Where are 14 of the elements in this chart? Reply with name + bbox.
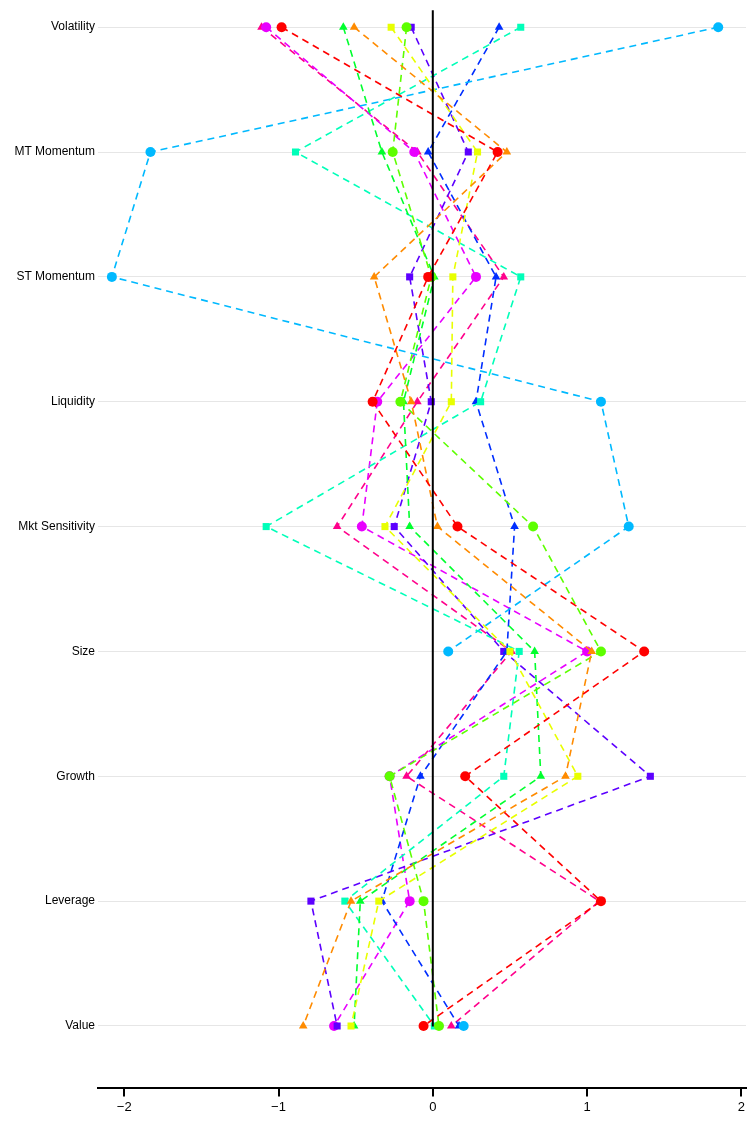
x-tick-label: 0 [429,1098,437,1114]
y-tick-label: ST Momentum [16,269,95,284]
x-tick-label: 1 [583,1098,591,1114]
y-tick-label: Leverage [44,893,96,908]
y-tick-label: Mkt Sensitivity [18,518,95,533]
y-tick-label: Size [71,643,96,658]
x-tick-label: −2 [116,1098,132,1114]
x-tick-label: −1 [271,1098,286,1114]
y-tick-label: Volatility [50,19,95,34]
y-tick-label: Liquidity [50,394,95,409]
y-tick-label: MT Momentum [14,144,95,159]
y-tick-label: Growth [56,768,95,783]
y-tick-label: Value [65,1018,96,1033]
x-tick-label: 2 [737,1098,745,1114]
